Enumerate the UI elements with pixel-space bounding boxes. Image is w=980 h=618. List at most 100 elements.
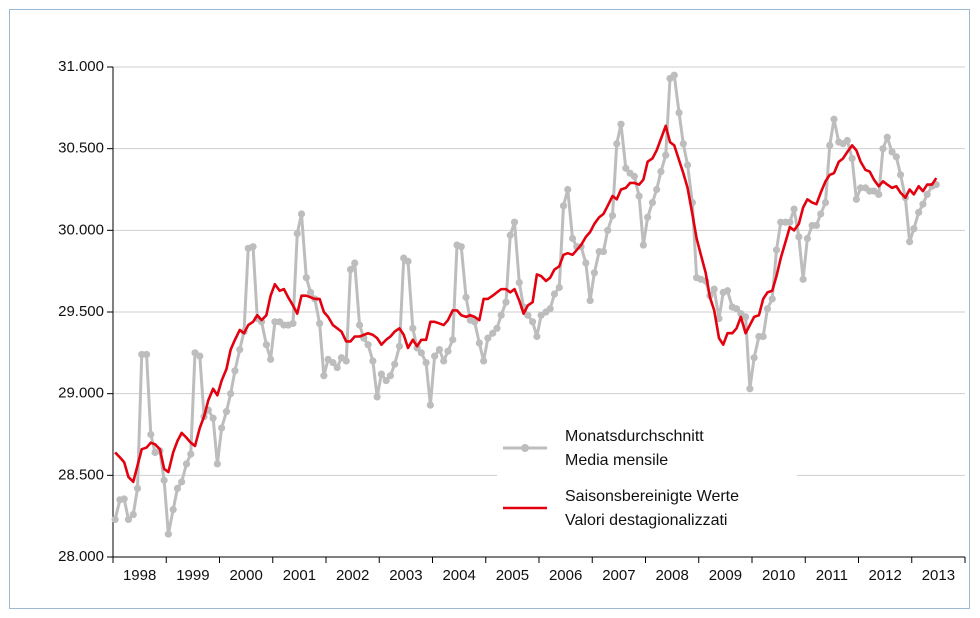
legend: Monatsdurchschnitt Media mensile Saisonsbe… [497, 418, 797, 538]
data-point [763, 305, 772, 313]
data-point [742, 313, 750, 321]
data-point [364, 341, 372, 349]
x-tick-label: 2002 [336, 567, 369, 584]
data-point [422, 359, 430, 367]
data-point [550, 290, 559, 298]
data-point [786, 218, 794, 226]
x-tick-label: 2001 [283, 567, 316, 584]
legend-label: Monatsdurchschnitt [565, 428, 704, 445]
data-point [812, 221, 821, 230]
data-point [369, 357, 377, 365]
x-tick-label: 1998 [123, 567, 156, 584]
data-point [413, 344, 421, 352]
data-point [306, 288, 315, 296]
data-point [462, 293, 470, 301]
data-point [449, 336, 457, 344]
data-point [320, 372, 328, 380]
data-point [746, 385, 754, 393]
data-point [826, 141, 834, 149]
data-point [342, 357, 350, 365]
data-point [426, 401, 434, 409]
data-point [386, 372, 395, 380]
data-point [404, 257, 412, 265]
data-point [120, 495, 128, 503]
data-point [670, 71, 678, 79]
data-point [417, 349, 425, 357]
data-point [222, 408, 231, 416]
data-point [546, 305, 554, 313]
data-point [510, 218, 519, 226]
data-point [351, 259, 359, 267]
data-point [723, 287, 732, 295]
data-point [896, 171, 905, 179]
data-point [768, 295, 776, 303]
data-point [604, 226, 612, 234]
data-point [732, 305, 741, 313]
data-point [236, 345, 244, 354]
data-point [617, 120, 625, 128]
data-point [675, 109, 683, 117]
data-point [297, 210, 306, 218]
data-point [915, 208, 923, 216]
data-point [196, 352, 204, 360]
data-point [821, 198, 830, 207]
data-point [355, 321, 364, 329]
data-point [489, 329, 497, 337]
frame [9, 9, 970, 609]
data-point [586, 296, 594, 305]
data-point [249, 243, 257, 251]
data-point [613, 140, 621, 148]
y-tick-label: 28.000 [58, 548, 104, 565]
data-point [480, 357, 488, 365]
data-point [302, 274, 310, 282]
data-point [883, 133, 891, 141]
data-point [892, 153, 900, 161]
data-point [227, 390, 235, 398]
y-tick-label: 30.000 [58, 221, 104, 238]
data-point [559, 202, 568, 210]
data-point [493, 324, 501, 332]
legend-label: Valori destagionalizzati [565, 512, 727, 529]
data-point [164, 530, 172, 538]
data-point [169, 506, 177, 514]
data-point [346, 265, 355, 274]
data-point [817, 210, 825, 218]
data-point [435, 345, 444, 354]
data-point [639, 241, 647, 249]
data-point [124, 515, 133, 524]
data-point [147, 430, 155, 439]
data-point [795, 233, 803, 241]
y-tick-label: 31.000 [58, 58, 104, 75]
data-point [209, 414, 217, 422]
data-point [630, 172, 638, 181]
data-point [635, 192, 643, 200]
legend-marker [521, 444, 529, 452]
data-point [843, 136, 851, 145]
data-point [293, 230, 301, 238]
data-point [373, 393, 381, 401]
data-point [267, 355, 275, 363]
data-point [133, 484, 142, 492]
data-point [644, 213, 652, 221]
data-point [213, 460, 221, 468]
data-point [470, 318, 479, 326]
data-point [529, 318, 537, 326]
data-point [142, 350, 151, 359]
data-point [923, 190, 931, 198]
data-point [129, 510, 137, 519]
data-point [879, 145, 887, 153]
data-point [187, 450, 195, 458]
data-point [759, 332, 767, 341]
data-point [653, 185, 661, 194]
data-point [160, 476, 168, 484]
data-point [662, 151, 670, 159]
x-tick-label: 1999 [176, 567, 209, 584]
data-point [906, 238, 914, 246]
legend-label: Saisonsbereinigte Werte [565, 488, 739, 505]
x-tick-label: 2003 [389, 567, 422, 584]
data-point [590, 269, 598, 277]
data-point [333, 363, 341, 372]
data-point [497, 311, 505, 319]
y-tick-label: 28.500 [58, 466, 104, 483]
